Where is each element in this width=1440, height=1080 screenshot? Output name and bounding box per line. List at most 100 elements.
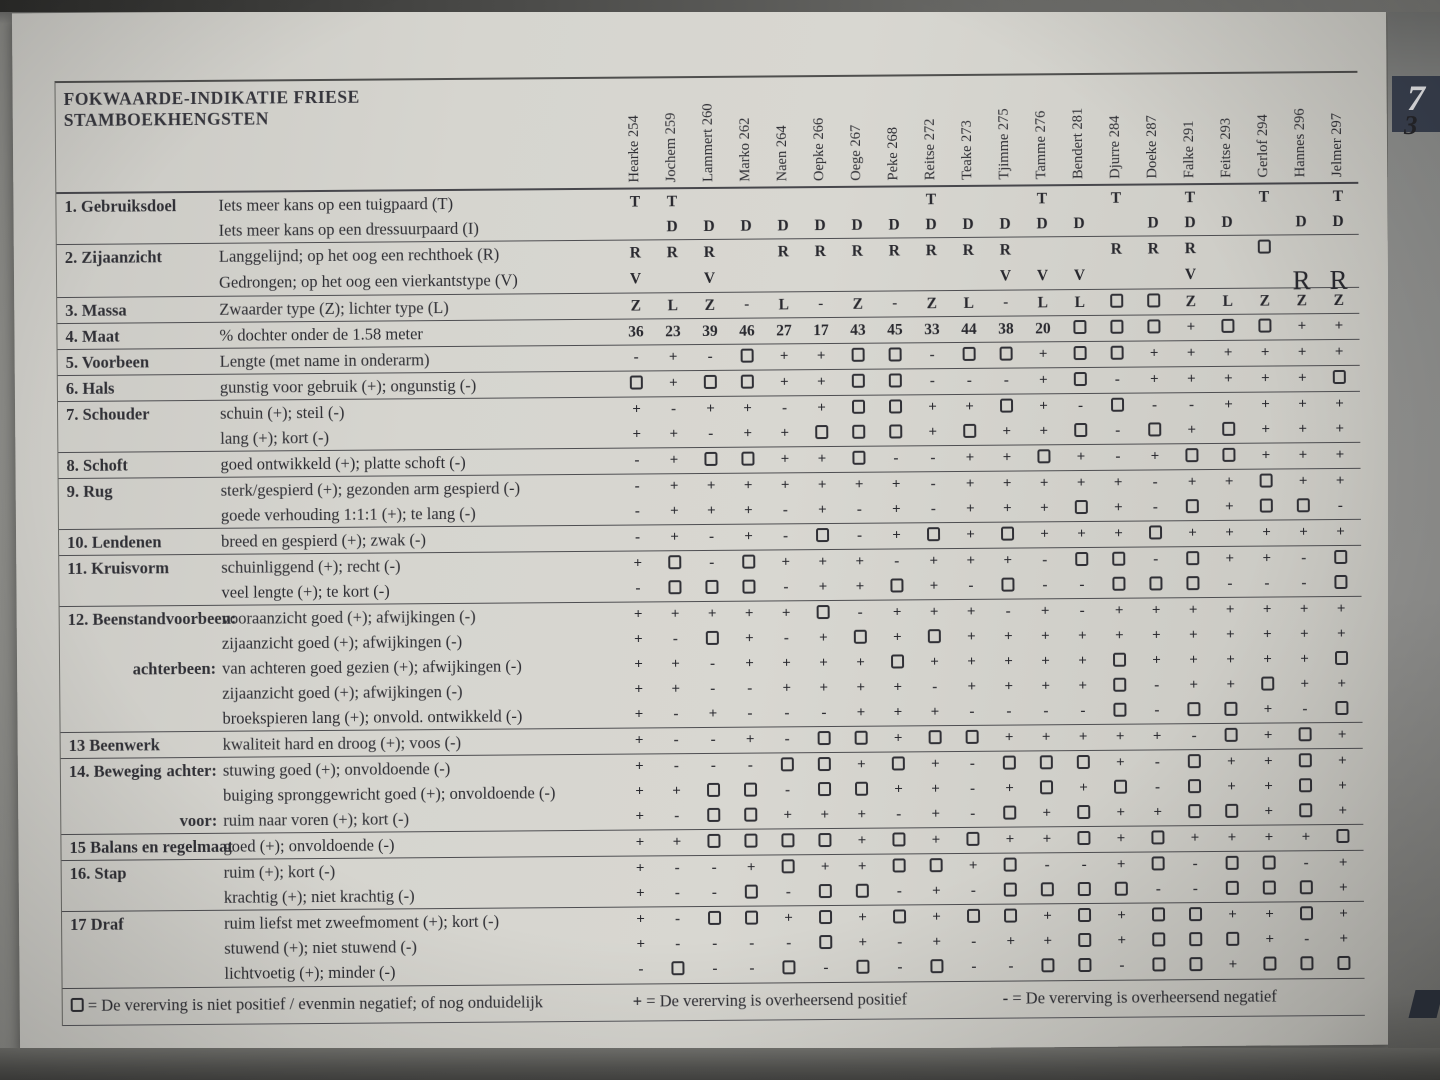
square-symbol (1003, 857, 1017, 872)
value-cell: + (1003, 500, 1012, 517)
column-header-stallion: Falke 291 (1180, 120, 1198, 179)
square-symbol (1334, 550, 1348, 565)
value-cell (618, 375, 655, 393)
value-cell: + (746, 859, 756, 876)
square-symbol (1337, 956, 1351, 971)
column-header-stallion: Marko 262 (736, 117, 754, 182)
value-cell: + (1187, 474, 1197, 491)
value-cell: D (1332, 212, 1344, 230)
trait-description: gunstig voor gebruik (+); ongunstig (-) (219, 375, 477, 397)
value-cell: L (963, 294, 974, 312)
value-cell: - (708, 528, 715, 545)
value-cell: + (634, 732, 644, 749)
trait-group-name: 2. Zijaanzicht (64, 246, 163, 267)
value-cell: + (1117, 907, 1126, 924)
value-cell (989, 577, 1026, 595)
square-symbol (966, 909, 981, 924)
value-cell: + (1039, 398, 1048, 415)
square-symbol (1147, 293, 1161, 308)
value-cell (806, 782, 843, 799)
square-symbol (1296, 498, 1310, 513)
value-cell: - (1008, 958, 1014, 975)
value-cell: + (745, 655, 754, 672)
value-cell: + (1079, 779, 1088, 797)
value-cell: - (1154, 677, 1160, 694)
trait-label: 5. Voorbeen (58, 351, 220, 372)
value-cell: + (820, 807, 830, 824)
value-cell: + (1263, 626, 1272, 643)
value-cell: L (667, 296, 678, 315)
value-cell: + (1076, 474, 1086, 492)
value-cell (1323, 701, 1360, 718)
square-symbol (1110, 319, 1124, 335)
trait-group-name: 5. Voorbeen (65, 351, 150, 372)
value-cell: + (1335, 420, 1345, 438)
value-cell: - (783, 579, 789, 596)
value-cell (1288, 906, 1325, 923)
square-symbol (852, 450, 866, 466)
value-cell: + (932, 934, 942, 951)
value-cell: R (1292, 265, 1311, 296)
value-cell: L (1037, 294, 1048, 312)
value-cell: + (635, 783, 644, 800)
square-symbol (1258, 318, 1272, 333)
value-cell: T (925, 190, 937, 208)
value-cell: + (1298, 421, 1308, 438)
value-cell: + (1339, 930, 1349, 948)
value-cell: - (784, 782, 791, 799)
value-cell (1025, 449, 1062, 466)
value-cell: + (929, 604, 939, 621)
value-cell (656, 580, 693, 597)
value-cell: 20 (1035, 320, 1051, 338)
square-symbol (780, 757, 794, 772)
value-cell: + (1224, 498, 1234, 515)
breeding-value-table: FOKWAARDE-INDIKATIE FRIESE STAMBOEKHENGS… (54, 70, 1365, 1027)
square-symbol (668, 580, 682, 595)
square-symbol (818, 833, 832, 848)
square-symbol (1225, 804, 1239, 819)
value-cell: + (893, 629, 902, 646)
value-cell: + (1297, 370, 1307, 387)
value-cell (656, 555, 693, 572)
square-symbol (1152, 932, 1166, 947)
value-cell (769, 833, 806, 850)
value-cell (1322, 575, 1359, 592)
value-cell: R (703, 243, 715, 261)
value-cell: + (1338, 879, 1348, 897)
value-cell: + (1114, 602, 1124, 619)
value-cell: + (1299, 524, 1308, 541)
value-cell: - (1153, 551, 1159, 568)
value-cell: - (634, 452, 640, 469)
value-cell: + (892, 501, 901, 518)
trait-label (57, 282, 219, 283)
value-cell: + (855, 578, 865, 595)
value-cell (1065, 831, 1102, 848)
value-cell: + (1041, 729, 1051, 746)
square-symbol (819, 935, 833, 950)
value-cell (951, 347, 988, 364)
value-cell: 45 (887, 321, 903, 339)
square-symbol (707, 834, 721, 849)
value-cell: + (892, 604, 902, 621)
trait-group-name: 4. Maat (65, 326, 120, 346)
value-cell (1287, 727, 1324, 744)
page-number: 3 (1404, 110, 1418, 140)
value-cell (1210, 422, 1247, 439)
value-cell (807, 935, 844, 952)
value-cell: - (1155, 881, 1161, 898)
value-cell (1137, 525, 1174, 543)
square-symbol (1148, 525, 1163, 540)
value-cell: + (1337, 675, 1347, 693)
value-cell: + (1300, 676, 1310, 693)
square-symbol (1151, 830, 1165, 845)
value-cell: + (1077, 525, 1086, 543)
square-symbol (1299, 880, 1313, 895)
value-cell: - (635, 529, 641, 546)
trait-group-name: 16. Stap (69, 863, 127, 883)
value-cell (843, 730, 880, 748)
value-cell: Z (630, 297, 641, 315)
square-symbol (705, 631, 719, 646)
square-symbol (1151, 907, 1166, 922)
value-cell: R (962, 241, 974, 259)
value-cell: L (778, 296, 789, 314)
